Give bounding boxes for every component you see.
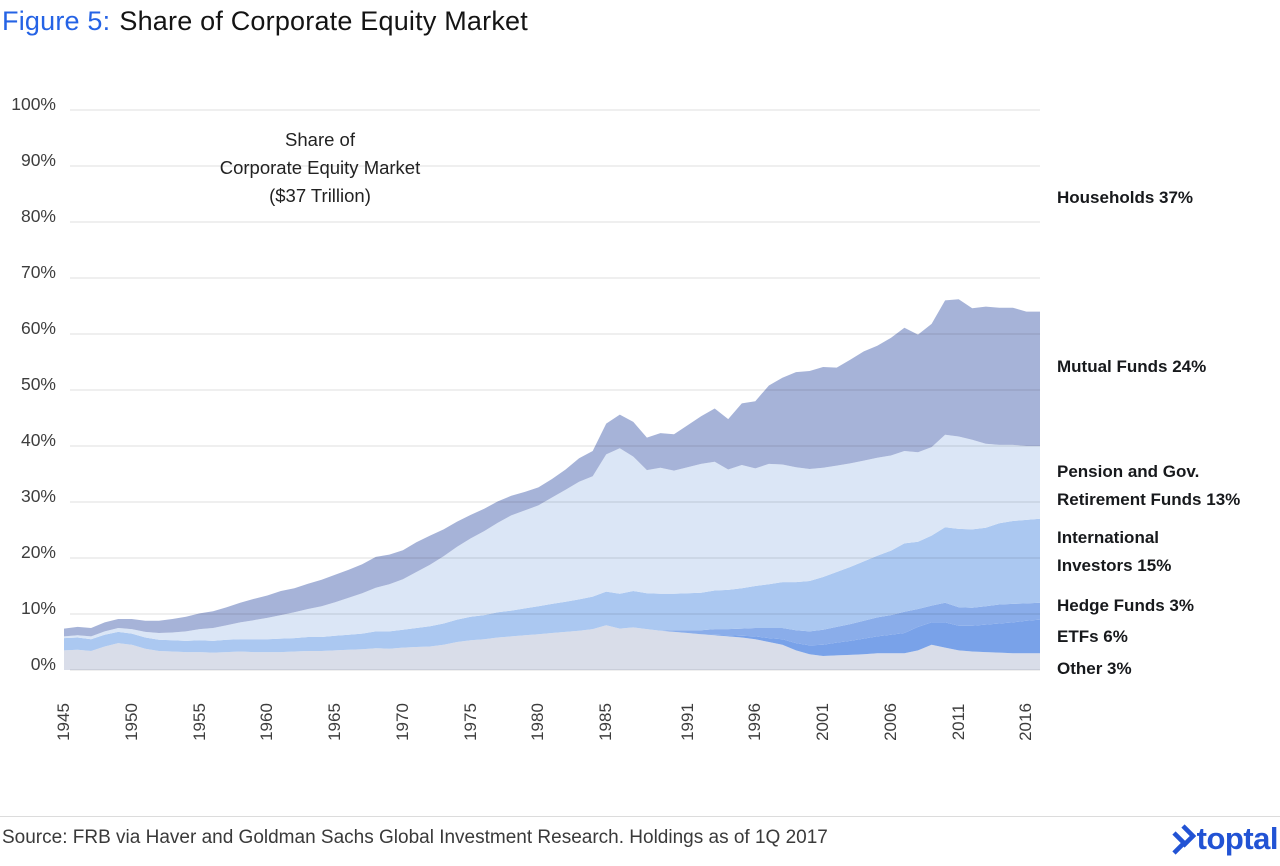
- y-axis-tick-label: 40%: [20, 430, 56, 450]
- area-international_investors: [64, 518, 1040, 653]
- series-label-other: Other 3%: [1057, 659, 1132, 678]
- x-axis-tick-label: 1975: [460, 703, 480, 741]
- x-axis-tick-label: 1980: [528, 703, 548, 741]
- x-axis-tick-label: 1955: [189, 703, 209, 741]
- chart-annotation: Share of Corporate Equity Market ($37 Tr…: [219, 129, 421, 206]
- area-etfs: [64, 619, 1040, 656]
- series-label-international: International Investors 15%: [1057, 528, 1172, 575]
- x-axis-tick-label: 2001: [813, 703, 833, 741]
- y-axis-tick-label: 90%: [20, 150, 56, 170]
- source-note: Source: FRB via Haver and Goldman Sachs …: [2, 827, 828, 848]
- toptal-logo: toptal: [1170, 821, 1279, 856]
- y-axis-tick-label: 80%: [20, 206, 56, 226]
- series-label-pension: Pension and Gov. Retirement Funds 13%: [1057, 462, 1241, 509]
- toptal-logo-icon: [1171, 824, 1196, 855]
- x-axis-tick-label: 2016: [1016, 703, 1036, 741]
- x-axis-tick-label: 1945: [54, 703, 73, 741]
- y-axis-tick-label: 30%: [20, 486, 56, 506]
- series-label-households: Households 37%: [1057, 188, 1194, 207]
- page-title: Figure 5: Share of Corporate Equity Marke…: [2, 2, 528, 40]
- y-axis-tick-label: 50%: [20, 374, 56, 394]
- y-axis-tick-label: 70%: [20, 262, 56, 282]
- area-mutual_funds: [64, 299, 1040, 637]
- x-axis-tick-label: 1991: [677, 703, 697, 741]
- x-axis-tick-label: 1950: [121, 703, 141, 741]
- y-axis-tick-label: 10%: [20, 598, 56, 618]
- figure-number-label: Figure 5:: [2, 6, 111, 36]
- y-axis-tick-label: 60%: [20, 318, 56, 338]
- x-axis-tick-label: 1996: [745, 703, 765, 741]
- area-pension_gov_retirement: [64, 434, 1040, 641]
- x-axis-tick-label: 1985: [596, 703, 616, 741]
- area-hedge_funds: [64, 602, 1040, 653]
- figure-title-text: Share of Corporate Equity Market: [119, 6, 528, 36]
- toptal-logo-text: toptal: [1196, 821, 1279, 856]
- series-label-hedge-funds: Hedge Funds 3%: [1057, 596, 1194, 615]
- x-axis-tick-label: 2006: [880, 703, 900, 741]
- x-axis-tick-label: 1970: [392, 703, 412, 741]
- y-axis-tick-label: 100%: [11, 94, 56, 114]
- area-other: [64, 625, 1040, 670]
- series-label-etfs: ETFs 6%: [1057, 627, 1128, 646]
- footer-divider: [0, 816, 1280, 817]
- y-axis-tick-label: 20%: [20, 542, 56, 562]
- x-axis-tick-label: 1965: [325, 703, 345, 741]
- x-axis-tick-label: 1960: [257, 703, 277, 741]
- y-axis-tick-label: 0%: [30, 654, 56, 674]
- x-axis-tick-label: 2011: [948, 703, 968, 741]
- series-label-mutual-funds: Mutual Funds 24%: [1057, 357, 1207, 376]
